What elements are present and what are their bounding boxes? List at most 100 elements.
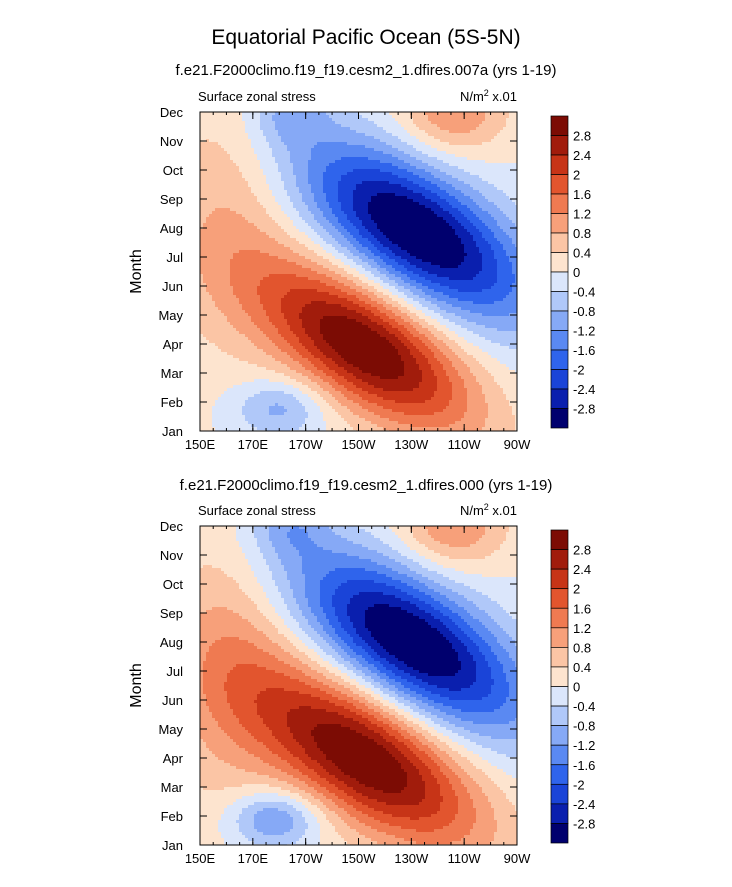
field-cell (290, 163, 294, 167)
field-cell (224, 211, 228, 215)
field-cell (317, 250, 321, 254)
field-cell (248, 319, 252, 323)
field-cell (296, 112, 300, 116)
field-cell (233, 196, 237, 200)
field-cell (254, 319, 258, 323)
field-cell (257, 385, 261, 389)
field-cell (311, 169, 315, 173)
field-cell (332, 415, 336, 419)
field-cell (293, 295, 297, 299)
field-cell (212, 211, 216, 215)
field-cell (272, 232, 276, 236)
field-cell (269, 256, 273, 260)
field-cell (314, 166, 318, 170)
field-cell (311, 376, 315, 380)
field-cell (332, 115, 336, 119)
field-cell (248, 391, 252, 395)
field-cell (323, 241, 327, 245)
field-cell (314, 271, 318, 275)
field-cell (299, 199, 303, 203)
field-cell (230, 280, 234, 284)
field-cell (290, 280, 294, 284)
field-cell (275, 379, 279, 383)
field-cell (221, 175, 225, 179)
field-cell (251, 310, 255, 314)
field-cell (221, 343, 225, 347)
field-cell (206, 337, 210, 341)
field-cell (335, 292, 339, 296)
field-cell (242, 172, 246, 176)
field-cell (230, 160, 234, 164)
field-cell (227, 304, 231, 308)
field-cell (305, 166, 309, 170)
field-cell (242, 124, 246, 128)
field-cell (239, 322, 243, 326)
field-cell (302, 223, 306, 227)
field-cell (287, 352, 291, 356)
field-cell (224, 259, 228, 263)
field-cell (260, 238, 264, 242)
field-cell (200, 373, 204, 377)
field-cell (281, 205, 285, 209)
field-cell (335, 244, 339, 248)
field-cell (242, 391, 246, 395)
field-cell (203, 355, 207, 359)
field-cell (257, 139, 261, 143)
field-cell (212, 175, 216, 179)
field-cell (278, 256, 282, 260)
field-cell (227, 274, 231, 278)
field-cell (254, 175, 258, 179)
field-cell (278, 130, 282, 134)
field-cell (245, 223, 249, 227)
field-cell (272, 328, 276, 332)
field-cell (311, 295, 315, 299)
field-cell (293, 382, 297, 386)
field-cell (200, 268, 204, 272)
field-cell (245, 193, 249, 197)
field-cell (311, 334, 315, 338)
field-cell (215, 397, 219, 401)
field-cell (296, 283, 300, 287)
field-cell (284, 286, 288, 290)
field-cell (320, 145, 324, 149)
field-cell (254, 202, 258, 206)
field-cell (287, 304, 291, 308)
field-cell (221, 427, 225, 431)
field-cell (215, 187, 219, 191)
field-cell (224, 364, 228, 368)
field-cell (272, 298, 276, 302)
field-cell (272, 172, 276, 176)
field-cell (317, 190, 321, 194)
field-cell (206, 301, 210, 305)
field-cell (245, 391, 249, 395)
field-cell (275, 172, 279, 176)
field-cell (212, 295, 216, 299)
field-cell (236, 289, 240, 293)
field-cell (338, 271, 342, 275)
field-cell (323, 370, 327, 374)
field-cell (230, 175, 234, 179)
field-cell (305, 289, 309, 293)
field-cell (224, 277, 228, 281)
field-cell (308, 217, 312, 221)
field-cell (311, 271, 315, 275)
field-cell (308, 199, 312, 203)
field-cell (290, 325, 294, 329)
field-cell (272, 160, 276, 164)
field-cell (236, 280, 240, 284)
field-cell (212, 325, 216, 329)
field-cell (260, 208, 264, 212)
field-cell (227, 367, 231, 371)
field-cell (338, 124, 342, 128)
field-cell (332, 118, 336, 122)
field-cell (314, 247, 318, 251)
field-cell (305, 319, 309, 323)
field-cell (209, 277, 213, 281)
field-cell (326, 400, 330, 404)
field-cell (239, 349, 243, 353)
field-cell (299, 115, 303, 119)
field-cell (284, 376, 288, 380)
field-cell (311, 427, 315, 431)
field-cell (212, 235, 216, 239)
field-cell (272, 220, 276, 224)
